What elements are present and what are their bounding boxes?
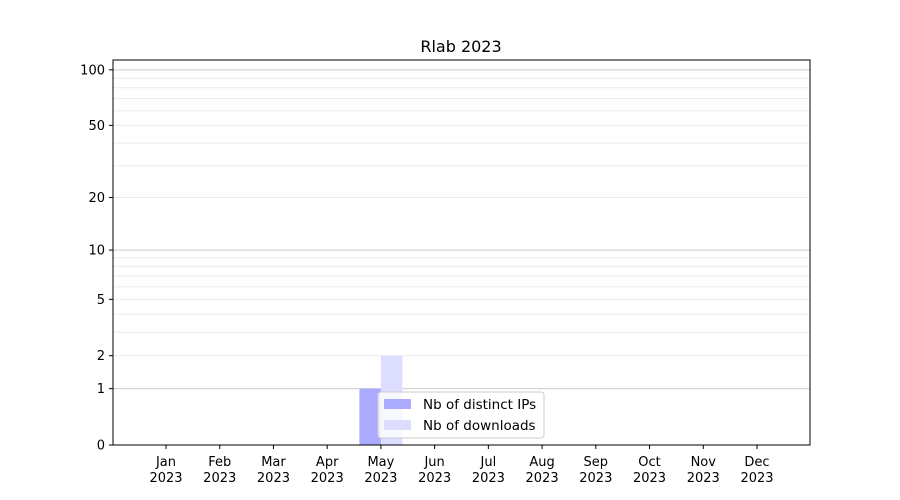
x-tick-label: Jul 2023 xyxy=(472,455,505,486)
x-tick-label: Oct 2023 xyxy=(633,455,666,486)
y-tick-label: 20 xyxy=(88,191,105,206)
legend-label-ips: Nb of distinct IPs xyxy=(423,397,536,413)
y-tick-label: 50 xyxy=(88,119,105,134)
legend-swatch-ips xyxy=(384,399,411,409)
bar-ips xyxy=(359,388,381,445)
x-tick-label: Sep 2023 xyxy=(579,455,612,486)
x-tick-label: Jun 2023 xyxy=(418,455,451,486)
y-tick-label: 0 xyxy=(97,439,105,454)
x-tick-label: Dec 2023 xyxy=(740,455,773,486)
legend: Nb of distinct IPs Nb of downloads xyxy=(377,391,545,439)
legend-label-downloads: Nb of downloads xyxy=(423,418,536,434)
x-tick-label: Apr 2023 xyxy=(311,455,344,486)
x-tick-label: Aug 2023 xyxy=(526,455,559,486)
x-tick-label: Jan 2023 xyxy=(149,455,182,486)
x-tick-label: Feb 2023 xyxy=(203,455,236,486)
y-tick-label: 1 xyxy=(97,382,105,397)
legend-swatch-downloads xyxy=(384,420,411,430)
y-tick-label: 10 xyxy=(88,244,105,259)
x-tick-label: Mar 2023 xyxy=(257,455,290,486)
y-tick-label: 100 xyxy=(80,63,105,78)
x-tick-label: May 2023 xyxy=(364,455,397,486)
y-tick-label: 2 xyxy=(97,349,105,364)
chart-title: Rlab 2023 xyxy=(420,37,501,56)
plot-frame xyxy=(112,59,811,446)
x-tick-label: Nov 2023 xyxy=(687,455,720,486)
y-tick-label: 5 xyxy=(97,293,105,308)
